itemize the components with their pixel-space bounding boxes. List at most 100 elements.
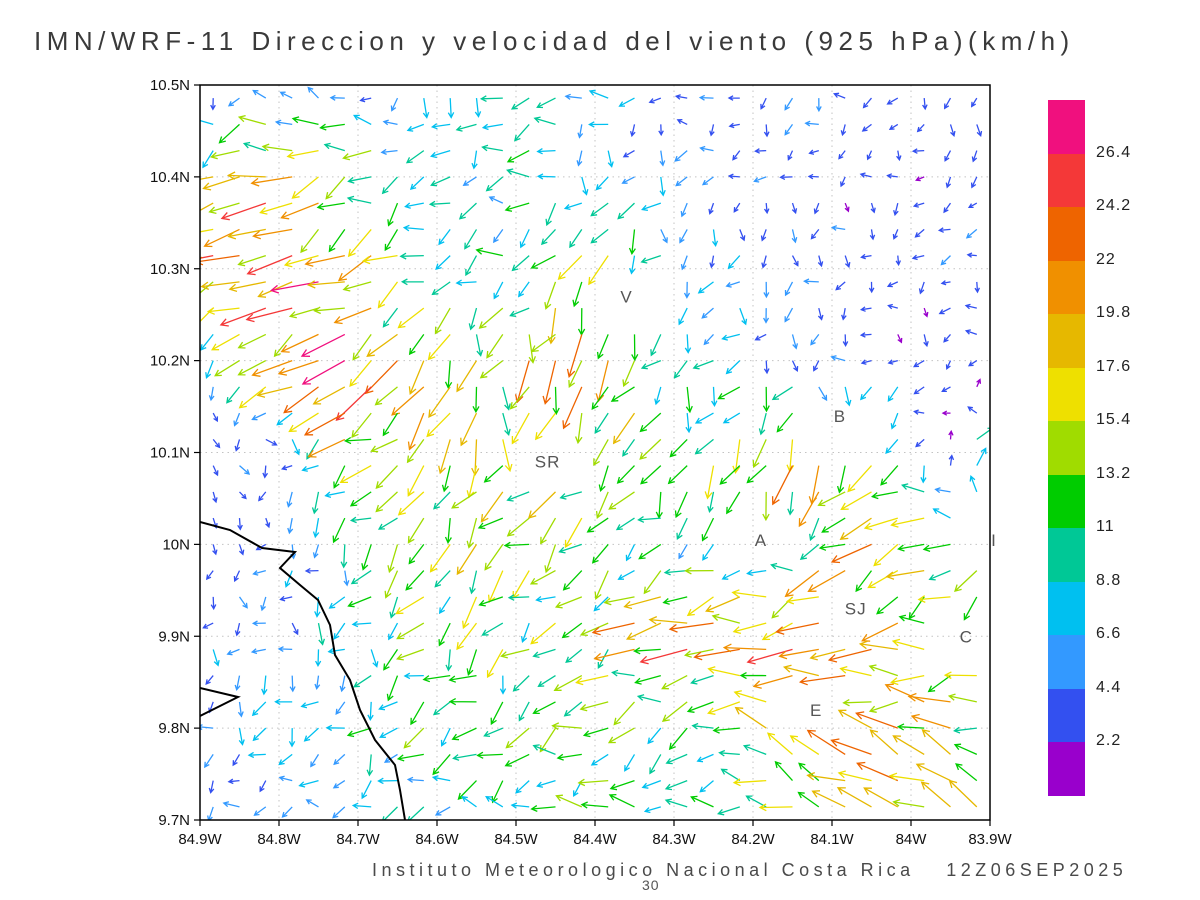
wind-arrow <box>438 229 451 246</box>
wind-arrow <box>690 795 714 808</box>
wind-arrow <box>504 753 530 767</box>
footer: Instituto Meteorologico Nacional Costa R… <box>372 860 1127 881</box>
wind-arrow <box>237 333 267 349</box>
wind-arrow <box>893 202 899 217</box>
wind-arrow <box>391 386 425 416</box>
wind-arrow <box>717 386 741 400</box>
wind-arrow <box>359 96 372 103</box>
station-label: SJ <box>845 600 867 619</box>
wind-arrow <box>518 701 530 722</box>
wind-arrow <box>797 791 820 808</box>
wind-arrow <box>676 118 688 125</box>
y-tick-label: 9.7N <box>158 812 190 829</box>
wind-arrow <box>888 123 899 131</box>
wind-arrow <box>847 465 872 493</box>
wind-arrow <box>491 780 504 804</box>
wind-arrow <box>868 281 875 294</box>
wind-arrow <box>896 723 925 731</box>
wind-arrow <box>679 229 688 244</box>
wind-arrow <box>515 780 530 794</box>
wind-arrow <box>938 307 951 315</box>
wind-arrow <box>312 517 320 539</box>
wind-arrow <box>945 176 952 189</box>
wind-arrow <box>323 142 345 152</box>
wind-arrow <box>629 124 636 138</box>
wind-arrow <box>680 202 688 218</box>
wind-arrow <box>629 255 636 275</box>
wind-arrow <box>238 386 267 409</box>
wind-arrow <box>965 228 978 239</box>
wind-arrow <box>830 355 846 362</box>
wind-arrow <box>590 228 609 244</box>
wind-arrow <box>636 694 661 703</box>
wind-arrow <box>693 648 740 661</box>
wind-arrow <box>639 412 662 433</box>
wind-arrow <box>438 622 451 647</box>
wind-arrow <box>530 255 556 269</box>
wind-arrow <box>517 281 530 298</box>
wind-arrow <box>304 254 345 267</box>
wind-arrow <box>859 172 872 178</box>
wind-arrow <box>209 149 240 160</box>
wind-arrow <box>742 744 767 756</box>
wind-arrow <box>328 596 346 609</box>
wind-arrow <box>727 173 740 180</box>
wind-arrow <box>366 333 398 358</box>
wind-arrow <box>628 229 636 256</box>
wind-arrow <box>719 465 741 485</box>
wind-arrow <box>346 727 372 738</box>
colorbar-tick-label: 19.8 <box>1096 304 1132 322</box>
wind-arrow <box>510 802 530 809</box>
wind-arrow <box>940 280 951 286</box>
wind-arrow <box>397 491 425 516</box>
wind-arrow <box>837 770 872 782</box>
wind-arrow <box>813 202 820 215</box>
wind-arrow <box>558 543 583 554</box>
wind-arrow <box>633 647 661 655</box>
wind-arrow <box>895 255 901 267</box>
wind-arrow <box>384 570 399 599</box>
colorbar-segment <box>1048 207 1085 261</box>
wind-arrow <box>974 281 980 294</box>
wind-arrow <box>860 359 872 365</box>
wind-arrow <box>234 439 241 452</box>
y-tick-label: 10.3N <box>150 261 190 278</box>
wind-arrow <box>711 229 719 248</box>
wind-arrow <box>691 722 714 730</box>
wind-arrow <box>227 228 266 240</box>
wind-arrow <box>563 202 582 211</box>
wind-arrow <box>910 713 951 729</box>
wind-arrow <box>532 701 556 715</box>
wind-arrow <box>438 439 451 475</box>
wind-arrow <box>218 123 240 144</box>
wind-arrow <box>226 171 266 180</box>
footer-datetime: 12Z06SEP2025 <box>946 860 1128 880</box>
wind-arrow <box>377 777 398 785</box>
wind-arrow <box>245 307 293 323</box>
wind-arrow <box>499 675 507 695</box>
wind-arrow <box>532 648 556 659</box>
wind-arrow <box>288 728 296 748</box>
wind-arrow <box>520 622 530 643</box>
wind-arrow <box>594 412 609 435</box>
wind-arrow <box>407 517 425 544</box>
wind-arrow <box>686 701 714 713</box>
wind-arrow <box>863 787 899 808</box>
wind-arrow <box>912 202 925 208</box>
wind-arrow <box>430 176 451 187</box>
wind-arrow <box>396 648 425 661</box>
wind-arrow <box>568 360 583 389</box>
wind-arrow <box>707 666 740 677</box>
wind-arrow <box>307 280 345 289</box>
wind-arrow <box>478 596 504 607</box>
wind-arrow <box>758 803 793 812</box>
wind-arrow <box>351 412 372 439</box>
wind-arrow <box>650 334 662 357</box>
wind-arrow <box>509 386 530 410</box>
y-tick-label: 10.5N <box>150 77 190 94</box>
wind-arrow <box>721 333 740 341</box>
wind-arrow <box>964 303 977 310</box>
wind-arrow <box>621 176 635 184</box>
wind-arrow <box>668 622 714 633</box>
wind-arrow <box>728 122 740 129</box>
